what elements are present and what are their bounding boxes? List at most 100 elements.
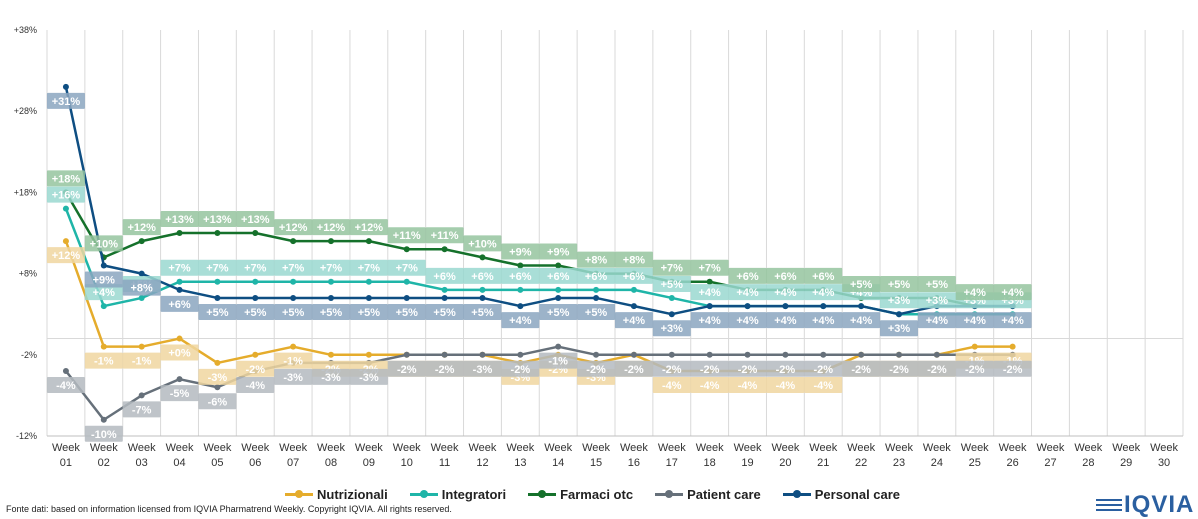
x-tick-label: 07 xyxy=(287,457,299,469)
data-point xyxy=(252,278,259,285)
data-label-box xyxy=(160,385,199,402)
x-tick-label: 30 xyxy=(1158,457,1170,469)
legend-item-personal-care[interactable]: Personal care xyxy=(782,487,900,502)
data-label-box xyxy=(160,259,199,276)
data-label-box xyxy=(804,377,843,394)
data-label: +4% xyxy=(736,315,759,327)
data-label-box xyxy=(198,368,237,385)
legend-item-integratori[interactable]: Integratori xyxy=(409,487,507,502)
x-tick-label: 03 xyxy=(136,457,148,469)
data-label: +6% xyxy=(623,271,646,283)
data-label: +6% xyxy=(585,271,608,283)
data-label-box xyxy=(766,312,805,329)
x-tick-label: 22 xyxy=(855,457,867,469)
data-label: +6% xyxy=(812,271,835,283)
data-label-box xyxy=(955,360,994,377)
data-label: +7% xyxy=(699,263,722,275)
x-tick-label: Week xyxy=(393,442,421,454)
data-label-box xyxy=(917,275,956,292)
data-label-box xyxy=(236,377,275,394)
x-tick-label: Week xyxy=(809,442,837,454)
legend-item-nutrizionali[interactable]: Nutrizionali xyxy=(285,487,388,502)
data-label-box xyxy=(122,279,161,296)
legend-swatch-farmaci-otc xyxy=(528,490,557,498)
data-point xyxy=(328,351,334,358)
data-label-box xyxy=(84,425,123,442)
data-point xyxy=(933,351,940,358)
x-tick-label: 11 xyxy=(439,457,450,469)
x-tick-label: Week xyxy=(128,442,156,454)
data-point xyxy=(479,286,486,293)
legend-label-integratori: Integratori xyxy=(441,487,507,502)
legend-label-farmaci-otc: Farmaci otc xyxy=(560,487,634,502)
data-point xyxy=(630,351,637,358)
data-label: +4% xyxy=(850,315,873,327)
x-tick-label: 13 xyxy=(514,457,526,469)
data-label-box xyxy=(652,275,691,292)
data-label-box xyxy=(46,92,85,109)
data-label-box xyxy=(652,377,691,394)
x-tick-label: 29 xyxy=(1120,457,1132,469)
data-point xyxy=(668,294,675,301)
data-point xyxy=(593,286,600,293)
data-point xyxy=(138,238,145,245)
source-footnote: Fonte dati: based on information license… xyxy=(6,504,452,514)
x-tick-label: Week xyxy=(317,442,345,454)
data-point xyxy=(517,303,524,310)
data-label-box xyxy=(917,312,956,329)
data-label-box xyxy=(577,303,616,320)
y-tick-label: +8% xyxy=(19,269,37,279)
data-label: -4% xyxy=(56,380,76,392)
data-label: +5% xyxy=(850,279,873,291)
data-label: +7% xyxy=(320,263,343,275)
data-label: +6% xyxy=(471,271,494,283)
data-label-box xyxy=(993,284,1032,301)
data-point xyxy=(138,392,145,399)
x-tick-label: 17 xyxy=(666,457,678,469)
data-label: +0% xyxy=(168,348,191,360)
data-label: +8% xyxy=(623,255,646,267)
data-label-box xyxy=(766,360,805,377)
data-label: -2% xyxy=(965,364,985,376)
legend-item-patient-care[interactable]: Patient care xyxy=(655,487,761,502)
data-label: -3% xyxy=(283,372,303,384)
data-label: -2% xyxy=(1003,364,1023,376)
x-tick-label: Week xyxy=(620,442,648,454)
series-line-personal-care xyxy=(64,86,1013,316)
data-label: +5% xyxy=(547,307,570,319)
data-label: -1% xyxy=(94,356,114,368)
data-label-box xyxy=(917,360,956,377)
data-label-box xyxy=(46,170,85,187)
data-label: +18% xyxy=(52,173,81,185)
data-label-box xyxy=(728,312,767,329)
legend-item-farmaci-otc[interactable]: Farmaci otc xyxy=(528,487,633,502)
data-point xyxy=(403,246,410,253)
x-tick-label: 24 xyxy=(931,457,943,469)
x-tick-label: Week xyxy=(696,442,724,454)
data-label-box xyxy=(728,360,767,377)
data-point xyxy=(517,286,524,293)
data-point xyxy=(441,294,448,301)
data-label-box xyxy=(198,303,237,320)
data-label-box xyxy=(614,251,653,268)
data-point xyxy=(555,262,562,269)
data-label-box xyxy=(880,275,918,292)
data-point xyxy=(138,270,145,277)
data-label-box xyxy=(690,312,729,329)
data-label: +9% xyxy=(93,274,116,286)
data-label: +4% xyxy=(1001,315,1024,327)
data-label: +4% xyxy=(812,287,835,299)
x-tick-label: Week xyxy=(203,442,231,454)
data-label: +5% xyxy=(585,307,608,319)
x-tick-label: 01 xyxy=(60,457,72,469)
data-label: -4% xyxy=(245,380,265,392)
data-label: +3% xyxy=(888,323,911,335)
data-label: +5% xyxy=(471,307,494,319)
data-label: +5% xyxy=(282,307,305,319)
data-point xyxy=(479,294,486,301)
data-label: +7% xyxy=(168,263,191,275)
data-label-box xyxy=(501,312,540,329)
data-point xyxy=(252,351,259,358)
data-label: +4% xyxy=(774,287,797,299)
data-point xyxy=(706,303,713,310)
